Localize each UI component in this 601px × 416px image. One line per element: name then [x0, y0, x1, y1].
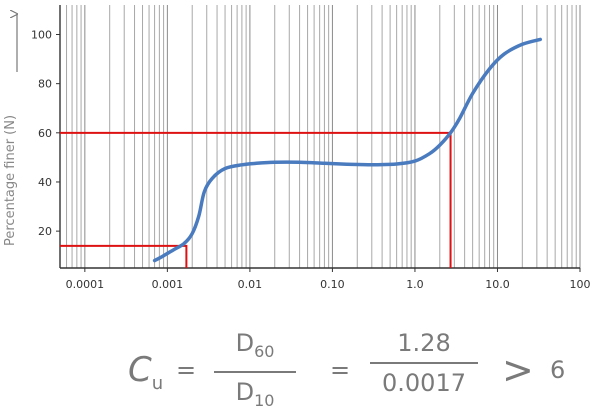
y-tick-label: 20 — [38, 225, 52, 238]
y-tick-label: 60 — [38, 127, 52, 140]
fraction-values: 1.28 0.0017 — [370, 328, 478, 398]
grid-lines — [59, 5, 581, 268]
x-tick-label: 100 — [570, 278, 591, 291]
greater-than-sign: > — [502, 348, 534, 392]
reference-line-d10 — [60, 244, 188, 268]
uniformity-coefficient-formula: Cu = D60 D10 = 1.28 0.0017 > 6 — [0, 328, 601, 410]
x-tick-label: 0.01 — [238, 278, 263, 291]
x-tick-label: 10.0 — [485, 278, 510, 291]
d10-base: D — [235, 377, 255, 406]
d10-sub: 10 — [254, 390, 275, 410]
reference-lines — [60, 131, 452, 268]
gradation-curve-line — [152, 37, 543, 263]
d60-base: D — [235, 329, 255, 357]
x-tick-label: 0.001 — [152, 278, 184, 291]
y-tick-labels: 20 40 60 80 100 — [31, 28, 60, 238]
threshold-value: 6 — [550, 356, 566, 384]
x-tick-label: 0.10 — [320, 278, 345, 291]
gradation-curve — [152, 37, 543, 263]
y-axis-label: Percentage finer (N) — [3, 115, 18, 246]
y-tick-label: 80 — [38, 78, 52, 91]
cu-symbol: Cu — [128, 350, 164, 394]
cu-subscript: u — [151, 372, 164, 394]
grain-size-chart: 0.0001 0.001 0.01 0.10 1.0 10.0 100 20 40 60 80 10… — [3, 5, 591, 291]
y-tick-label: 100 — [31, 28, 52, 41]
fraction-d60-d10: D60 D10 — [214, 328, 296, 416]
axes — [59, 5, 580, 269]
reference-line-d60 — [60, 131, 452, 268]
equals-sign-2: = — [330, 356, 351, 384]
x-tick-label: 1.0 — [406, 278, 424, 291]
denominator-value: 0.0017 — [382, 369, 466, 397]
equals-sign-1: = — [176, 356, 197, 384]
x-tick-label: 0.0001 — [66, 278, 105, 291]
numerator-value: 1.28 — [397, 329, 451, 357]
x-tick-labels: 0.0001 0.001 0.01 0.10 1.0 10.0 100 — [66, 268, 591, 291]
d60-sub: 60 — [254, 341, 275, 361]
y-tick-label: 40 — [38, 176, 52, 189]
